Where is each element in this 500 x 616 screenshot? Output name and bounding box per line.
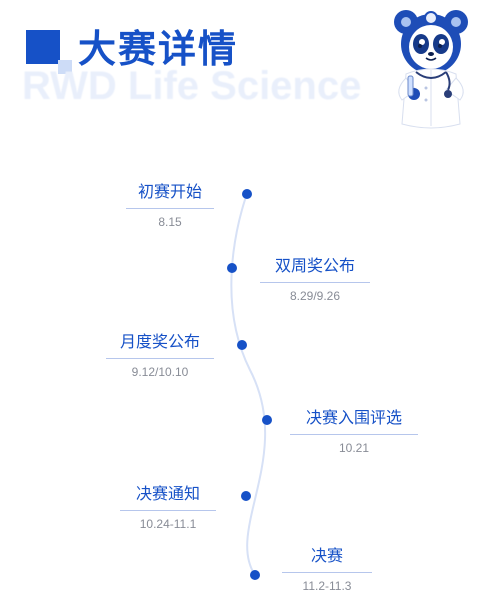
timeline-curve (0, 170, 500, 600)
timeline-node (241, 491, 251, 501)
timeline-date: 11.2-11.3 (282, 579, 372, 593)
timeline-date: 10.24-11.1 (120, 517, 216, 531)
timeline-date: 10.21 (290, 441, 418, 455)
timeline-date: 8.29/9.26 (260, 289, 370, 303)
timeline-node (227, 263, 237, 273)
header: 大赛详情 RWD Life Science (0, 0, 500, 130)
timeline-stage: 双周奖公布 (260, 252, 370, 276)
timeline-label: 初赛开始 8.15 (126, 178, 214, 229)
mascot-illustration (376, 4, 486, 134)
timeline-rule (260, 282, 370, 283)
timeline-node (262, 415, 272, 425)
brand-watermark: RWD Life Science (22, 64, 361, 109)
square-accent-large (26, 30, 60, 64)
timeline-label: 决赛 11.2-11.3 (282, 542, 372, 593)
timeline-node (237, 340, 247, 350)
timeline-label: 决赛通知 10.24-11.1 (120, 480, 216, 531)
timeline-label: 月度奖公布 9.12/10.10 (106, 328, 214, 379)
timeline: 初赛开始 8.15 双周奖公布 8.29/9.26 月度奖公布 9.12/10.10 决赛入… (0, 170, 500, 600)
timeline-stage: 决赛通知 (120, 480, 216, 504)
timeline-label: 双周奖公布 8.29/9.26 (260, 252, 370, 303)
timeline-rule (290, 434, 418, 435)
timeline-node (250, 570, 260, 580)
timeline-stage: 月度奖公布 (106, 328, 214, 352)
timeline-label: 决赛入围评选 10.21 (290, 404, 418, 455)
timeline-rule (282, 572, 372, 573)
timeline-node (242, 189, 252, 199)
timeline-date: 9.12/10.10 (106, 365, 214, 379)
timeline-stage: 初赛开始 (126, 178, 214, 202)
timeline-rule (106, 358, 214, 359)
timeline-rule (120, 510, 216, 511)
timeline-stage: 决赛入围评选 (290, 404, 418, 428)
timeline-date: 8.15 (126, 215, 214, 229)
timeline-stage: 决赛 (282, 542, 372, 566)
timeline-rule (126, 208, 214, 209)
